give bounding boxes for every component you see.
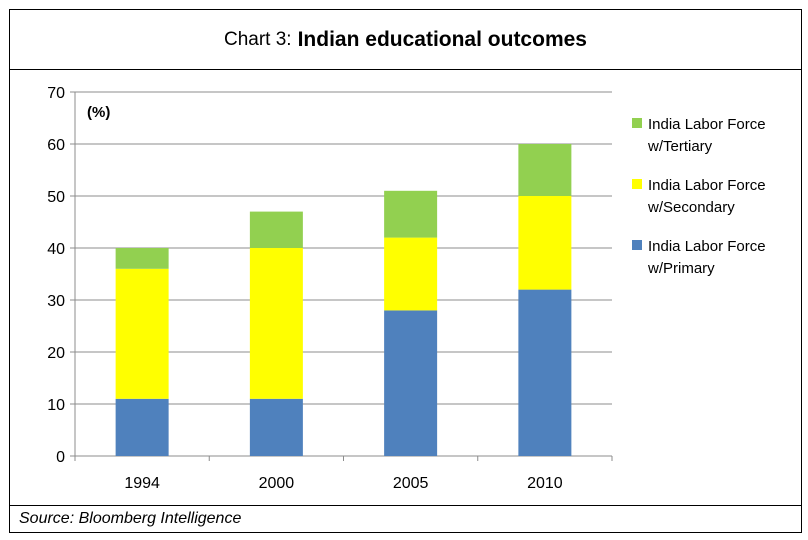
bar-segment xyxy=(115,248,169,269)
bar-segment xyxy=(518,144,572,196)
chart-title-prefix: Chart 3: xyxy=(224,28,292,50)
legend-swatch xyxy=(632,240,642,250)
legend-label: India Labor Force xyxy=(648,177,766,194)
legend-label: w/Secondary xyxy=(647,199,735,216)
x-tick-label: 2005 xyxy=(393,475,429,492)
y-tick-label: 70 xyxy=(47,85,65,102)
chart-title-bar: Chart 3: Indian educational outcomes xyxy=(10,10,801,70)
bar-segment xyxy=(384,237,438,311)
legend-swatch xyxy=(632,179,642,189)
legend-swatch xyxy=(632,118,642,128)
y-tick-label: 60 xyxy=(47,137,65,154)
legend-label: India Labor Force xyxy=(648,238,766,255)
bar-segment xyxy=(115,398,169,456)
bar-segment xyxy=(518,196,572,290)
bar-segment xyxy=(249,398,303,456)
x-tick-label: 1994 xyxy=(124,475,160,492)
chart-title: Indian educational outcomes xyxy=(297,27,587,51)
y-tick-label: 40 xyxy=(47,241,65,258)
source-bar: Source: Bloomberg Intelligence xyxy=(10,505,801,532)
x-tick-label: 2000 xyxy=(259,475,295,492)
bar-segment xyxy=(249,248,303,399)
y-tick-label: 50 xyxy=(47,189,65,206)
bar-segment xyxy=(518,289,572,456)
legend-label: w/Primary xyxy=(647,260,715,277)
y-tick-label: 20 xyxy=(47,345,65,362)
legend-label: India Labor Force xyxy=(648,116,766,133)
bar-segment xyxy=(115,268,169,399)
unit-label: (%) xyxy=(87,104,110,121)
bar-segment xyxy=(384,190,438,238)
source-note: Source: Bloomberg Intelligence xyxy=(19,510,242,527)
y-tick-label: 0 xyxy=(56,449,65,466)
bar-segment xyxy=(249,211,303,248)
legend-label: w/Tertiary xyxy=(647,138,713,155)
x-tick-label: 2010 xyxy=(527,475,563,492)
chart-frame: Chart 3: Indian educational outcomes Sou… xyxy=(9,9,802,533)
bar-segment xyxy=(384,310,438,456)
y-tick-label: 10 xyxy=(47,397,65,414)
y-tick-label: 30 xyxy=(47,293,65,310)
